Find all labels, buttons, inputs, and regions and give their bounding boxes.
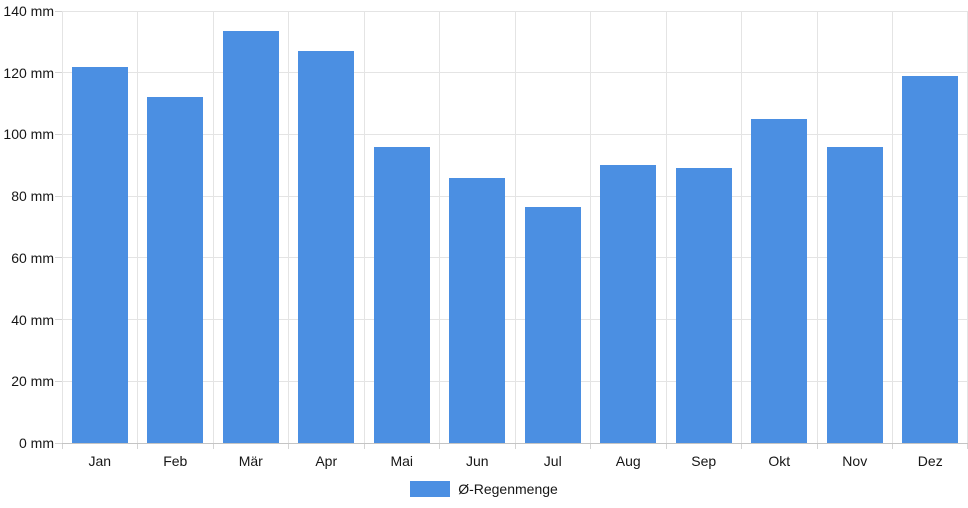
x-axis-label-feb: Feb [163,453,188,469]
y-axis-tick-label: 60 mm [11,249,54,266]
y-axis-tick-label: 20 mm [11,373,54,390]
gridline-v-9 [741,11,742,443]
bar-sep[interactable] [675,168,732,443]
x-axis-label-jan: Jan [88,453,112,469]
legend-item[interactable]: Ø-Regenmenge [0,479,968,499]
bar-jul[interactable] [524,207,581,443]
plot-area [55,10,968,449]
gridline-v-12 [966,11,968,443]
y-axis-tick-label: 140 mm [3,3,54,19]
x-axis-label-jun: Jun [465,453,489,469]
x-axis-tick [665,443,667,449]
x-axis-label-apr: Apr [315,453,338,469]
bar-mär[interactable] [222,31,279,443]
y-axis-tick [55,442,62,444]
x-axis-label-okt: Okt [768,453,791,469]
gridline-v-1 [137,11,138,443]
x-axis-label-dez: Dez [917,453,943,469]
y-axis-tick-label: 0 mm [19,435,54,451]
gridline-v-3 [288,11,289,443]
bar-nov[interactable] [826,147,883,443]
y-axis-tick [55,10,62,12]
x-axis-tick [966,443,968,449]
x-axis-tick [61,443,63,449]
y-axis-tick [55,257,62,259]
gridline-v-0 [61,11,63,443]
bar-okt[interactable] [751,119,808,443]
gridline-v-6 [514,11,516,443]
x-axis-label-mär: Mär [238,453,263,469]
x-axis-tick [439,443,440,449]
y-axis-tick-label: 120 mm [3,64,54,81]
bar-jan[interactable] [71,67,128,443]
y-axis-tick [55,380,62,382]
y-axis-tick-label: 100 mm [3,126,54,143]
y-axis-tick [55,133,62,135]
y-axis-tick-label: 40 mm [11,311,54,328]
gridline-v-8 [665,11,667,443]
gridline-v-2 [212,11,214,443]
gridline-v-4 [363,11,365,443]
legend-swatch [410,481,451,497]
y-axis-tick [55,319,62,321]
y-axis-tick [55,195,62,197]
x-axis-tick [212,443,214,449]
bar-mai[interactable] [373,147,430,443]
gridline-v-11 [892,11,893,443]
bar-jun[interactable] [449,178,506,443]
x-axis-label-jul: Jul [543,453,562,469]
bar-aug[interactable] [600,165,657,443]
bar-dez[interactable] [902,76,959,443]
bar-feb[interactable] [147,97,204,443]
x-axis-tick [363,443,365,449]
x-axis-label-sep: Sep [691,453,717,469]
gridline-h-0 [62,443,968,444]
legend-label: Ø-Regenmenge [458,481,558,497]
x-axis-tick [741,443,742,449]
x-axis-tick [288,443,289,449]
x-axis-label-mai: Mai [390,453,414,469]
x-axis-tick [816,443,818,449]
gridline-v-7 [590,11,591,443]
y-axis-tick [55,72,62,74]
x-axis-label-nov: Nov [842,453,868,469]
x-axis-tick [892,443,893,449]
x-axis-label-aug: Aug [615,453,641,469]
gridline-v-5 [439,11,440,443]
gridline-v-10 [816,11,818,443]
bar-apr[interactable] [298,51,355,443]
y-axis-tick-label: 80 mm [11,188,54,205]
x-axis-tick [137,443,138,449]
x-axis-tick [590,443,591,449]
x-axis-tick [514,443,516,449]
